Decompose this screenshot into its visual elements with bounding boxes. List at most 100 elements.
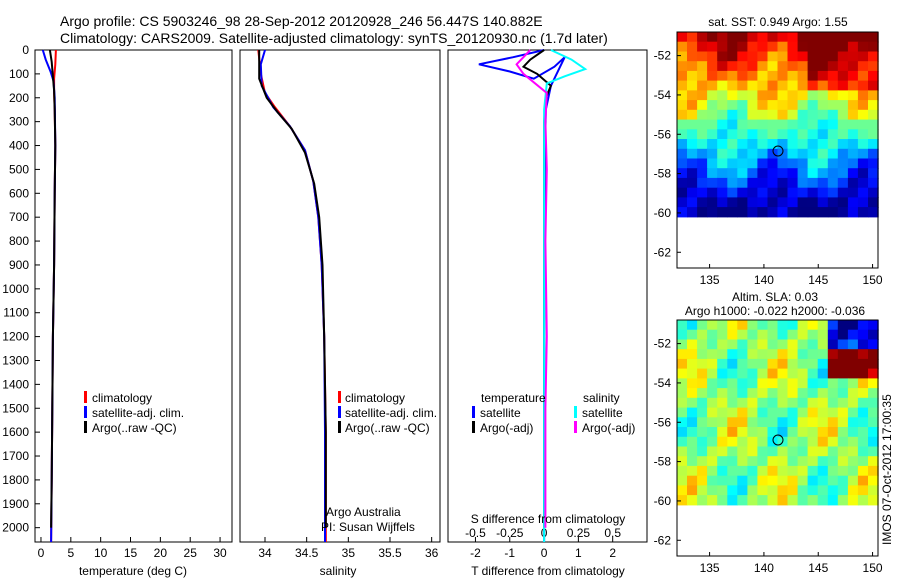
heatmap-cell bbox=[717, 168, 728, 179]
heatmap-cell bbox=[737, 475, 748, 486]
heatmap-cell bbox=[757, 177, 769, 189]
heatmap-cell bbox=[757, 368, 769, 379]
heatmap-cell bbox=[737, 378, 748, 389]
heatmap-cell bbox=[707, 378, 718, 389]
x-tick-label: 36 bbox=[425, 546, 439, 560]
heatmap-cell bbox=[787, 475, 799, 486]
heatmap-cell bbox=[717, 70, 728, 82]
heatmap-cell bbox=[767, 388, 779, 399]
heatmap-cell bbox=[797, 197, 809, 208]
heatmap-cell bbox=[847, 177, 859, 189]
heatmap-cell bbox=[807, 109, 819, 121]
heatmap-cell bbox=[687, 109, 698, 121]
heatmap-cell bbox=[757, 475, 769, 486]
heatmap-cell bbox=[857, 339, 869, 350]
heatmap-cell bbox=[847, 485, 859, 496]
heatmap-cell bbox=[807, 41, 819, 52]
heatmap-cell bbox=[868, 495, 879, 506]
pi-annotation: PI: Susan Wijffels bbox=[321, 520, 415, 534]
heatmap-cell bbox=[717, 129, 728, 140]
heatmap-cell bbox=[747, 61, 759, 72]
heatmap-cell bbox=[777, 456, 789, 467]
heatmap-cell bbox=[737, 32, 748, 43]
heatmap-cell bbox=[737, 148, 748, 160]
heatmap-cell bbox=[737, 485, 748, 496]
heatmap-cell bbox=[697, 417, 708, 428]
heatmap-cell bbox=[857, 51, 869, 62]
heatmap-cell bbox=[857, 349, 869, 360]
sst-map-title: sat. SST: 0.949 Argo: 1.55 bbox=[708, 15, 848, 29]
heatmap-cell bbox=[837, 139, 849, 150]
heatmap-cell bbox=[777, 100, 789, 111]
heatmap-cell bbox=[817, 51, 829, 62]
heatmap-cell bbox=[737, 329, 748, 340]
heatmap-cell bbox=[847, 139, 859, 150]
heatmap-cell bbox=[737, 41, 748, 52]
heatmap-cell bbox=[697, 339, 708, 350]
heatmap-cell bbox=[787, 427, 799, 438]
depth-tick-label: 1900 bbox=[2, 497, 29, 511]
heatmap-cell bbox=[727, 177, 738, 189]
heatmap-cell bbox=[807, 129, 819, 140]
series-line-argo-adj- bbox=[515, 49, 548, 528]
heatmap-cell bbox=[827, 417, 839, 428]
heatmap-cell bbox=[697, 436, 708, 448]
heatmap-cell bbox=[717, 475, 728, 486]
heatmap-cell bbox=[727, 495, 738, 506]
heatmap-cell bbox=[677, 368, 688, 379]
heatmap-cell bbox=[687, 417, 698, 428]
heatmap-cell bbox=[868, 51, 879, 62]
heatmap-cell bbox=[817, 349, 829, 360]
s-tick-label: -0.25 bbox=[496, 526, 524, 540]
sla-heatmap bbox=[677, 320, 879, 506]
heatmap-cell bbox=[767, 100, 779, 111]
heatmap-cell bbox=[747, 475, 759, 486]
heatmap-cell bbox=[677, 417, 688, 428]
heatmap-cell bbox=[777, 475, 789, 486]
heatmap-cell bbox=[727, 465, 738, 477]
heatmap-cell bbox=[827, 168, 839, 179]
heatmap-cell bbox=[777, 197, 789, 208]
heatmap-cell bbox=[767, 207, 779, 218]
heatmap-cell bbox=[717, 456, 728, 467]
heatmap-cell bbox=[767, 51, 779, 62]
heatmap-cell bbox=[797, 475, 809, 486]
heatmap-cell bbox=[827, 465, 839, 477]
heatmap-cell bbox=[827, 129, 839, 140]
heatmap-cell bbox=[687, 397, 698, 409]
depth-tick-label: 2000 bbox=[2, 521, 29, 535]
heatmap-cell bbox=[817, 80, 829, 91]
heatmap-cell bbox=[837, 168, 849, 179]
heatmap-cell bbox=[797, 51, 809, 62]
heatmap-cell bbox=[857, 129, 869, 140]
difference-curves bbox=[478, 49, 588, 542]
heatmap-cell bbox=[807, 61, 819, 72]
header-line-2: Climatology: CARS2009. Satellite-adjuste… bbox=[60, 30, 608, 46]
heatmap-cell bbox=[677, 187, 688, 198]
heatmap-cell bbox=[757, 109, 769, 121]
heatmap-cell bbox=[727, 41, 738, 52]
heatmap-cell bbox=[777, 51, 789, 62]
heatmap-cell bbox=[757, 158, 769, 169]
heatmap-cell bbox=[817, 485, 829, 496]
heatmap-cell bbox=[777, 129, 789, 140]
heatmap-cell bbox=[767, 417, 779, 428]
heatmap-cell bbox=[797, 358, 809, 370]
heatmap-cell bbox=[717, 388, 728, 399]
heatmap-cell bbox=[737, 388, 748, 399]
heatmap-cell bbox=[797, 207, 809, 218]
s-tick-label: -0.5 bbox=[465, 526, 486, 540]
heatmap-cell bbox=[777, 70, 789, 82]
heatmap-cell bbox=[837, 41, 849, 52]
heatmap-cell bbox=[687, 148, 698, 160]
heatmap-cell bbox=[827, 148, 839, 160]
heatmap-cell bbox=[727, 100, 738, 111]
heatmap-cell bbox=[767, 320, 779, 331]
heatmap-cell bbox=[817, 397, 829, 409]
heatmap-cell bbox=[868, 349, 879, 360]
heatmap-cell bbox=[677, 339, 688, 350]
heatmap-cell bbox=[868, 475, 879, 486]
heatmap-cell bbox=[767, 456, 779, 467]
heatmap-cell bbox=[687, 329, 698, 340]
heatmap-cell bbox=[717, 436, 728, 448]
